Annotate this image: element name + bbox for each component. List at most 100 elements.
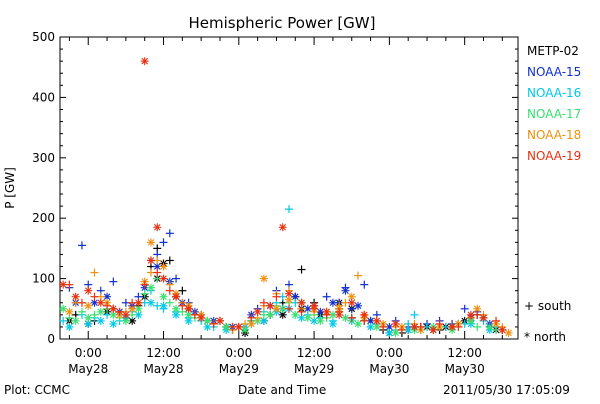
point-north-noaa-16 <box>109 319 118 328</box>
point-north-noaa-19 <box>448 322 457 331</box>
point-north-noaa-17 <box>485 322 494 331</box>
star-stroke-d2 <box>499 326 506 334</box>
point-south-noaa-15 <box>165 229 174 238</box>
point-north-noaa-19 <box>71 292 80 301</box>
point-north-noaa-19 <box>278 223 287 232</box>
point-north-noaa-17 <box>121 316 130 325</box>
point-north-noaa-19 <box>347 298 356 307</box>
point-north-noaa-19 <box>297 298 306 307</box>
star-stroke-d2 <box>241 326 249 334</box>
point-north-noaa-17 <box>354 319 363 328</box>
point-north-noaa-18 <box>84 301 93 310</box>
star-stroke-d2 <box>266 302 274 310</box>
star-stroke-d2 <box>317 317 324 325</box>
star-stroke-d2 <box>59 281 67 288</box>
point-south-noaa-17 <box>473 322 482 331</box>
point-north-noaa-16 <box>385 328 394 337</box>
point-north-noaa-17 <box>59 304 68 313</box>
point-north-noaa-18 <box>65 307 74 316</box>
point-south-noaa-19 <box>297 307 306 316</box>
star-stroke-d2 <box>103 293 111 301</box>
star-stroke-d2 <box>248 320 255 328</box>
point-north-noaa-17 <box>109 310 118 319</box>
point-north-noaa-19 <box>215 316 224 325</box>
point-north-noaa-16 <box>84 319 93 328</box>
point-north-noaa-19 <box>121 310 130 319</box>
point-south-noaa-19 <box>347 313 356 322</box>
x-tick-time-label: 12:00 <box>297 346 332 360</box>
x-tick-time-label: 0:00 <box>376 346 403 360</box>
legend-metp-02: METP-02 <box>527 44 579 58</box>
axes: 0 100 200 300 400 500 0:00 May28 12:00 May28 0:00 M… <box>32 30 519 376</box>
x-tick-date-label: May28 <box>68 362 108 376</box>
star-stroke-d2 <box>160 275 167 282</box>
star-stroke-d2 <box>72 317 79 325</box>
star-stroke-d2 <box>392 320 399 328</box>
y-tick-label: 200 <box>32 211 55 225</box>
star-stroke-d2 <box>172 311 180 319</box>
point-south-noaa-19 <box>397 325 406 334</box>
point-south-noaa-18 <box>90 268 99 277</box>
star-stroke-d2 <box>348 293 356 301</box>
point-south-noaa-15 <box>77 241 86 250</box>
star-stroke-d2 <box>66 308 73 316</box>
star-stroke-d2 <box>141 57 148 65</box>
point-north-noaa-15 <box>354 301 363 310</box>
star-stroke-d2 <box>386 323 393 331</box>
point-south-noaa-15 <box>159 238 168 247</box>
point-north-noaa-17 <box>172 304 181 313</box>
star-stroke-d2 <box>273 305 280 313</box>
x-tick-date-label: May29 <box>294 362 334 376</box>
star-stroke-d2 <box>430 326 437 334</box>
point-north-noaa-19 <box>59 280 68 289</box>
point-north-noaa-19 <box>322 307 331 316</box>
star-stroke-d2 <box>354 320 362 328</box>
point-north-noaa-19 <box>184 304 193 313</box>
point-south-metp-02 <box>165 256 174 265</box>
marker-key-south: + south <box>524 299 572 313</box>
point-south-noaa-19 <box>272 292 281 301</box>
legend-noaa-15: NOAA-15 <box>527 65 582 79</box>
point-north-noaa-15 <box>341 286 350 295</box>
star-stroke-d2 <box>204 323 211 331</box>
point-north-noaa-18 <box>259 274 268 283</box>
star-stroke-d2 <box>285 290 293 297</box>
star-stroke-d2 <box>147 299 155 307</box>
point-north-noaa-19 <box>285 289 293 298</box>
point-north-noaa-19 <box>479 313 488 322</box>
point-south-noaa-19 <box>103 301 112 310</box>
point-north-noaa-19 <box>498 325 507 334</box>
point-north-noaa-19 <box>335 310 344 319</box>
star-stroke-d2 <box>411 323 418 331</box>
star-stroke-d2 <box>110 311 117 319</box>
star-stroke-d2 <box>222 323 230 331</box>
point-south-metp-02 <box>178 286 187 295</box>
star-stroke-d2 <box>317 308 324 316</box>
star-stroke-d2 <box>110 320 117 328</box>
star-stroke-d2 <box>291 293 299 301</box>
x-tick-time-label: 12:00 <box>146 346 181 360</box>
star-stroke-d2 <box>135 311 142 319</box>
point-north-noaa-18 <box>146 238 155 247</box>
point-north-noaa-19 <box>391 319 400 328</box>
point-north-noaa-17 <box>96 307 105 316</box>
legend-noaa-16: NOAA-16 <box>527 86 582 100</box>
point-north-noaa-19 <box>372 316 381 325</box>
star-stroke-d2 <box>135 305 142 313</box>
x-tick-date-label: May30 <box>369 362 409 376</box>
x-axis-label: Date and Time <box>238 383 327 397</box>
point-north-noaa-17 <box>391 328 400 337</box>
point-south-noaa-17 <box>140 289 149 298</box>
star-stroke-d2 <box>172 305 180 313</box>
y-axis-label: P [GW] <box>3 167 17 209</box>
point-south-noaa-19 <box>140 280 149 289</box>
star-stroke-d2 <box>404 326 412 334</box>
point-south-noaa-15 <box>360 280 369 289</box>
star-stroke-d2 <box>298 314 305 322</box>
point-north-noaa-19 <box>266 301 275 310</box>
y-tick-label: 300 <box>32 151 55 165</box>
y-tick-label: 500 <box>32 30 55 44</box>
star-stroke-d2 <box>97 299 105 307</box>
data-points <box>59 57 513 337</box>
